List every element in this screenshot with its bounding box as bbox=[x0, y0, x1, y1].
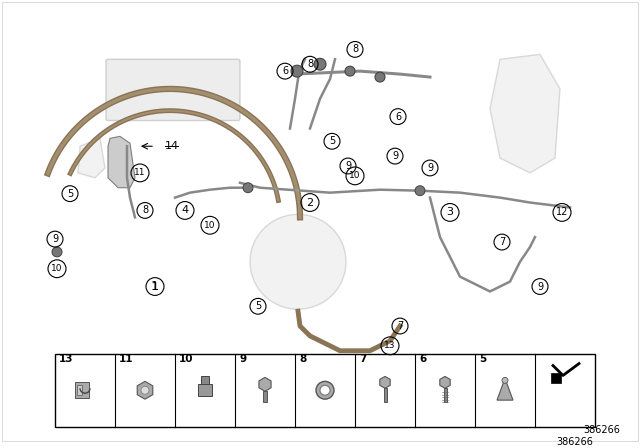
Circle shape bbox=[52, 247, 62, 257]
Text: 14: 14 bbox=[165, 141, 179, 151]
Text: 13: 13 bbox=[384, 341, 396, 350]
Polygon shape bbox=[108, 136, 135, 188]
Text: 9: 9 bbox=[537, 281, 543, 292]
Circle shape bbox=[320, 385, 330, 395]
Text: 5: 5 bbox=[329, 136, 335, 146]
Polygon shape bbox=[137, 381, 153, 399]
Circle shape bbox=[502, 377, 508, 383]
Text: 10: 10 bbox=[349, 172, 361, 181]
FancyBboxPatch shape bbox=[106, 59, 240, 121]
Text: 11: 11 bbox=[134, 168, 146, 177]
Text: 10: 10 bbox=[179, 353, 193, 364]
Bar bbox=[551, 374, 561, 383]
Text: 5: 5 bbox=[479, 353, 486, 364]
Text: 9: 9 bbox=[345, 161, 351, 171]
Circle shape bbox=[345, 66, 355, 76]
Text: 4: 4 bbox=[181, 206, 189, 215]
Circle shape bbox=[141, 386, 149, 394]
Bar bbox=[201, 376, 209, 386]
Bar bbox=[55, 354, 595, 427]
Polygon shape bbox=[440, 376, 450, 388]
Text: 6: 6 bbox=[282, 66, 288, 76]
Text: 7: 7 bbox=[359, 353, 366, 364]
Polygon shape bbox=[259, 377, 271, 391]
Circle shape bbox=[316, 381, 334, 399]
Circle shape bbox=[314, 58, 326, 70]
Polygon shape bbox=[497, 379, 513, 400]
Polygon shape bbox=[490, 54, 560, 173]
Text: 12: 12 bbox=[556, 207, 568, 217]
Bar bbox=[198, 384, 212, 396]
Bar bbox=[263, 391, 267, 402]
Text: 9: 9 bbox=[427, 163, 433, 173]
Text: 1: 1 bbox=[151, 280, 159, 293]
Text: 8: 8 bbox=[307, 59, 313, 69]
Text: 7: 7 bbox=[397, 321, 403, 331]
Polygon shape bbox=[78, 138, 105, 178]
Text: 5: 5 bbox=[255, 301, 261, 311]
Polygon shape bbox=[380, 376, 390, 388]
Text: 386266: 386266 bbox=[583, 425, 620, 435]
Text: 9: 9 bbox=[392, 151, 398, 161]
Text: 10: 10 bbox=[51, 264, 63, 273]
Bar bbox=[75, 382, 89, 398]
Text: 6: 6 bbox=[395, 112, 401, 121]
Bar bbox=[77, 385, 82, 395]
Text: 2: 2 bbox=[307, 198, 314, 207]
Circle shape bbox=[250, 215, 346, 309]
Text: 7: 7 bbox=[499, 237, 505, 247]
Text: 8: 8 bbox=[142, 206, 148, 215]
Text: 386266: 386266 bbox=[556, 437, 593, 447]
Text: 10: 10 bbox=[204, 221, 216, 230]
Bar bbox=[444, 388, 447, 402]
Circle shape bbox=[415, 186, 425, 196]
Text: 9: 9 bbox=[239, 353, 246, 364]
Text: 8: 8 bbox=[299, 353, 307, 364]
Text: 5: 5 bbox=[67, 189, 73, 198]
Text: 3: 3 bbox=[447, 207, 454, 217]
Text: 1: 1 bbox=[152, 281, 159, 292]
Text: 9: 9 bbox=[52, 234, 58, 244]
Bar bbox=[383, 388, 387, 402]
Text: 13: 13 bbox=[59, 353, 74, 364]
Circle shape bbox=[243, 183, 253, 193]
Circle shape bbox=[375, 72, 385, 82]
Text: 6: 6 bbox=[419, 353, 426, 364]
Text: 8: 8 bbox=[352, 44, 358, 54]
Text: 11: 11 bbox=[119, 353, 134, 364]
Circle shape bbox=[291, 65, 303, 77]
